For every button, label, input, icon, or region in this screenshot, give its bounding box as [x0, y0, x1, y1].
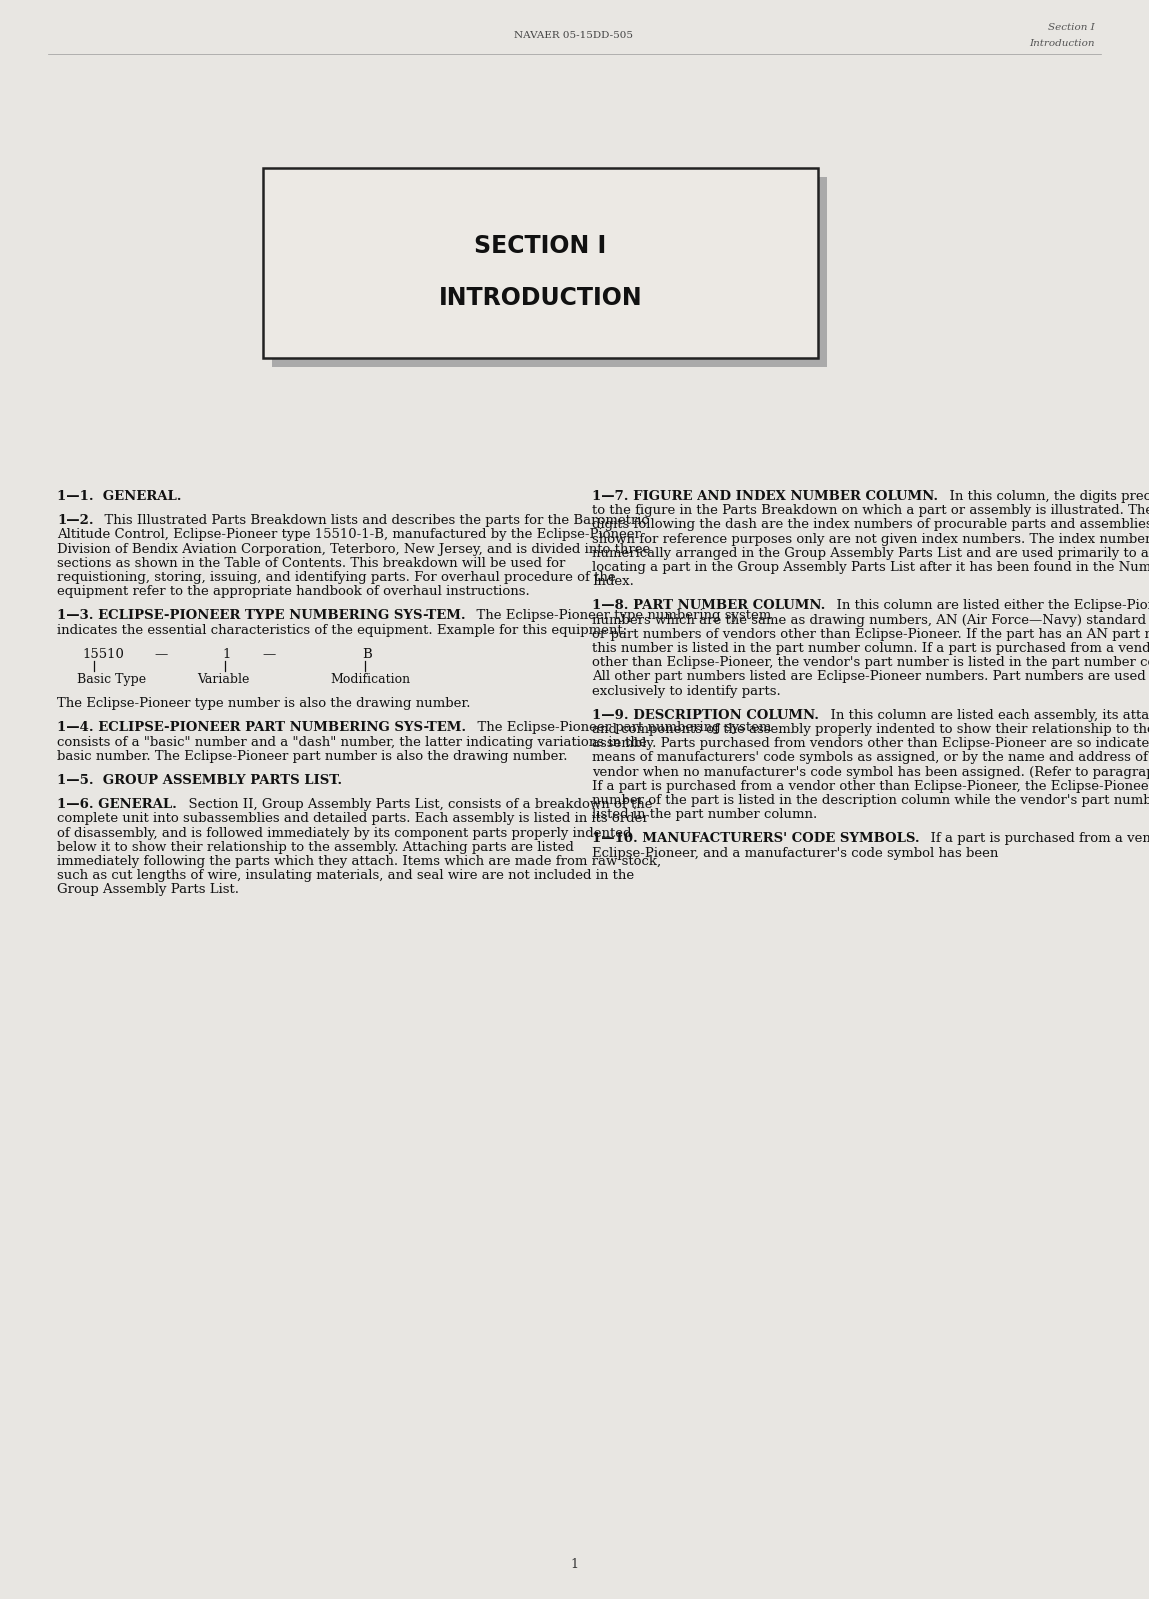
Text: such as cut lengths of wire, insulating materials, and seal wire are not include: such as cut lengths of wire, insulating …	[57, 870, 634, 883]
Text: this number is listed in the part number column. If a part is purchased from a v: this number is listed in the part number…	[592, 643, 1149, 656]
Text: Altitude Control, Eclipse-Pioneer type 15510-1-B, manufactured by the Eclipse-Pi: Altitude Control, Eclipse-Pioneer type 1…	[57, 528, 641, 542]
Text: Modification: Modification	[330, 673, 410, 686]
Text: 1—1.  GENERAL.: 1—1. GENERAL.	[57, 489, 182, 504]
Text: digits following the dash are the index numbers of procurable parts and assembli: digits following the dash are the index …	[592, 518, 1149, 531]
Text: 1—4. ECLIPSE-PIONEER PART NUMBERING SYS-TEM.: 1—4. ECLIPSE-PIONEER PART NUMBERING SYS-…	[57, 721, 466, 734]
Text: equipment refer to the appropriate handbook of overhaul instructions.: equipment refer to the appropriate handb…	[57, 585, 530, 598]
Text: other than Eclipse-Pioneer, the vendor's part number is listed in the part numbe: other than Eclipse-Pioneer, the vendor's…	[592, 656, 1149, 670]
Text: Division of Bendix Aviation Corporation, Teterboro, New Jersey, and is divided i: Division of Bendix Aviation Corporation,…	[57, 542, 650, 555]
Text: listed in the part number column.: listed in the part number column.	[592, 807, 817, 822]
Text: SECTION I: SECTION I	[475, 233, 607, 257]
Text: INTRODUCTION: INTRODUCTION	[439, 286, 642, 310]
Text: exclusively to identify parts.: exclusively to identify parts.	[592, 684, 781, 697]
Text: or part numbers of vendors other than Eclipse-Pioneer. If the part has an AN par: or part numbers of vendors other than Ec…	[592, 628, 1149, 641]
Text: Variable: Variable	[196, 673, 249, 686]
Text: The Eclipse-Pioneer type numbering system: The Eclipse-Pioneer type numbering syste…	[469, 609, 771, 622]
Text: 1—6. GENERAL.: 1—6. GENERAL.	[57, 798, 177, 811]
Text: Basic Type: Basic Type	[77, 673, 146, 686]
Text: 1—10. MANUFACTURERS' CODE SYMBOLS.: 1—10. MANUFACTURERS' CODE SYMBOLS.	[592, 833, 919, 846]
Text: 1—8. PART NUMBER COLUMN.: 1—8. PART NUMBER COLUMN.	[592, 600, 825, 612]
Text: The Eclipse-Pioneer type number is also the drawing number.: The Eclipse-Pioneer type number is also …	[57, 697, 470, 710]
Text: This Illustrated Parts Breakdown lists and describes the parts for the Barometri: This Illustrated Parts Breakdown lists a…	[97, 515, 649, 528]
Text: 1—3. ECLIPSE-PIONEER TYPE NUMBERING SYS-TEM.: 1—3. ECLIPSE-PIONEER TYPE NUMBERING SYS-…	[57, 609, 465, 622]
Text: The Eclipse-Pioneer part numbering system: The Eclipse-Pioneer part numbering syste…	[469, 721, 771, 734]
Text: NAVAER 05-15DD-505: NAVAER 05-15DD-505	[515, 32, 633, 40]
Text: If a part is purchased from a vendor other than Eclipse-Pioneer, the Eclipse-Pio: If a part is purchased from a vendor oth…	[592, 780, 1149, 793]
Text: basic number. The Eclipse-Pioneer part number is also the drawing number.: basic number. The Eclipse-Pioneer part n…	[57, 750, 568, 763]
Text: complete unit into subassemblies and detailed parts. Each assembly is listed in : complete unit into subassemblies and det…	[57, 812, 649, 825]
Text: Introduction: Introduction	[1030, 40, 1095, 48]
Text: Eclipse-Pioneer, and a manufacturer's code symbol has been: Eclipse-Pioneer, and a manufacturer's co…	[592, 846, 998, 860]
Text: consists of a "basic" number and a "dash" number, the latter indicating variatio: consists of a "basic" number and a "dash…	[57, 736, 647, 748]
Text: In this column are listed either the Eclipse-Pioneer part: In this column are listed either the Ecl…	[828, 600, 1149, 612]
Text: If a part is purchased from a vendor other than: If a part is purchased from a vendor oth…	[923, 833, 1149, 846]
Text: In this column, the digits preceding the dash refer: In this column, the digits preceding the…	[941, 489, 1149, 504]
Text: 1—10. MANUFACTURERS' CODE SYMBOLS.: 1—10. MANUFACTURERS' CODE SYMBOLS.	[592, 833, 919, 846]
Text: 1—2.: 1—2.	[57, 515, 93, 528]
Text: below it to show their relationship to the assembly. Attaching parts are listed: below it to show their relationship to t…	[57, 841, 573, 854]
Text: 1: 1	[222, 648, 231, 660]
Text: All other part numbers listed are Eclipse-Pioneer numbers. Part numbers are used: All other part numbers listed are Eclips…	[592, 670, 1146, 683]
Text: shown for reference purposes only are not given index numbers. The index numbers: shown for reference purposes only are no…	[592, 532, 1149, 545]
Text: number of the part is listed in the description column while the vendor's part n: number of the part is listed in the desc…	[592, 795, 1149, 807]
Text: Group Assembly Parts List.: Group Assembly Parts List.	[57, 883, 239, 897]
Text: means of manufacturers' code symbols as assigned, or by the name and address of : means of manufacturers' code symbols as …	[592, 752, 1149, 764]
Text: 1—9. DESCRIPTION COLUMN.: 1—9. DESCRIPTION COLUMN.	[592, 708, 819, 721]
Text: 1—3. ECLIPSE-PIONEER TYPE NUMBERING SYS-TEM.: 1—3. ECLIPSE-PIONEER TYPE NUMBERING SYS-…	[57, 609, 465, 622]
Bar	[272, 177, 827, 368]
Text: locating a part in the Group Assembly Parts List after it has been found in the : locating a part in the Group Assembly Pa…	[592, 561, 1149, 574]
Text: Section I: Section I	[1048, 24, 1095, 32]
Text: 1—9. DESCRIPTION COLUMN.: 1—9. DESCRIPTION COLUMN.	[592, 708, 819, 721]
Text: In this column are listed each assembly, its attaching parts,: In this column are listed each assembly,…	[822, 708, 1149, 721]
Text: 15510: 15510	[82, 648, 124, 660]
Text: immediately following the parts which they attach. Items which are made from raw: immediately following the parts which th…	[57, 855, 661, 868]
Text: indicates the essential characteristics of the equipment. Example for this equip: indicates the essential characteristics …	[57, 624, 627, 636]
Text: 1—7. FIGURE AND INDEX NUMBER COLUMN.: 1—7. FIGURE AND INDEX NUMBER COLUMN.	[592, 489, 938, 504]
Text: sections as shown in the Table of Contents. This breakdown will be used for: sections as shown in the Table of Conten…	[57, 556, 565, 569]
Text: 1: 1	[570, 1559, 578, 1572]
Text: numerically arranged in the Group Assembly Parts List and are used primarily to : numerically arranged in the Group Assemb…	[592, 547, 1149, 560]
Text: numbers which are the same as drawing numbers, AN (Air Force—Navy) standard part: numbers which are the same as drawing nu…	[592, 614, 1149, 627]
Text: —: —	[154, 648, 168, 660]
Text: 1—5.  GROUP ASSEMBLY PARTS LIST.: 1—5. GROUP ASSEMBLY PARTS LIST.	[57, 774, 342, 787]
Text: 1—7. FIGURE AND INDEX NUMBER COLUMN.: 1—7. FIGURE AND INDEX NUMBER COLUMN.	[592, 489, 938, 504]
Text: and components of the assembly properly indented to show their relationship to t: and components of the assembly properly …	[592, 723, 1149, 736]
Text: assembly. Parts purchased from vendors other than Eclipse-Pioneer are so indicat: assembly. Parts purchased from vendors o…	[592, 737, 1149, 750]
Text: B: B	[362, 648, 372, 660]
Text: 1—2.: 1—2.	[57, 515, 93, 528]
Text: of disassembly, and is followed immediately by its component parts properly inde: of disassembly, and is followed immediat…	[57, 827, 632, 839]
Text: to the figure in the Parts Breakdown on which a part or assembly is illustrated.: to the figure in the Parts Breakdown on …	[592, 504, 1149, 516]
Text: Index.: Index.	[592, 576, 634, 588]
Text: 1—4. ECLIPSE-PIONEER PART NUMBERING SYS-TEM.: 1—4. ECLIPSE-PIONEER PART NUMBERING SYS-…	[57, 721, 466, 734]
Text: 1—8. PART NUMBER COLUMN.: 1—8. PART NUMBER COLUMN.	[592, 600, 825, 612]
Text: vendor when no manufacturer's code symbol has been assigned. (Refer to paragraph: vendor when no manufacturer's code symbo…	[592, 766, 1149, 779]
Text: —: —	[262, 648, 276, 660]
Text: requistioning, storing, issuing, and identifying parts. For overhaul procedure o: requistioning, storing, issuing, and ide…	[57, 571, 616, 584]
Text: Section II, Group Assembly Parts List, consists of a breakdown of the: Section II, Group Assembly Parts List, c…	[179, 798, 651, 811]
Bar	[263, 168, 818, 358]
Text: 1—6. GENERAL.: 1—6. GENERAL.	[57, 798, 177, 811]
